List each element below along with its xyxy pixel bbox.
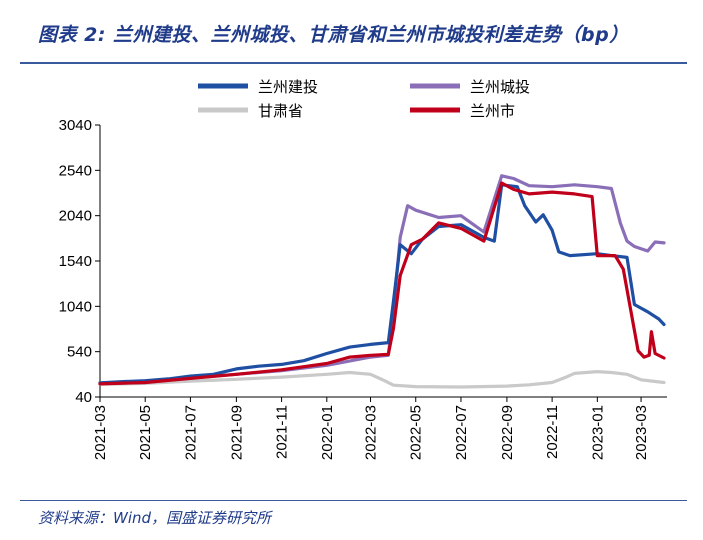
x-tick-label: 2022-07: [453, 405, 470, 460]
x-tick-label: 2022-11: [544, 405, 561, 459]
x-tick-label: 2021-03: [92, 405, 109, 460]
series-line-2: [98, 370, 666, 389]
legend-label: 兰州城投: [470, 78, 530, 96]
title-rule: [20, 62, 687, 64]
y-tick-label: 1040: [59, 298, 92, 315]
y-tick-label: 540: [67, 344, 92, 361]
y-tick-label: 2040: [59, 208, 92, 225]
x-tick-label: 2022-01: [319, 405, 336, 460]
x-tick-label: 2021-11: [274, 405, 291, 459]
y-tick-label: 2540: [59, 162, 92, 179]
source-rule: [20, 500, 687, 501]
x-tick-label: 2022-03: [363, 405, 380, 460]
y-tick-label: 1540: [59, 253, 92, 270]
series-line-1: [98, 174, 666, 385]
x-tick-label: 2021-07: [182, 405, 199, 460]
legend-label: 甘肃省: [258, 102, 303, 120]
legend-label: 兰州市: [470, 102, 515, 120]
x-tick-label: 2022-05: [408, 405, 425, 460]
x-tick-label: 2021-05: [137, 405, 154, 460]
y-tick-label: 40: [75, 389, 92, 406]
legend-label: 兰州建投: [258, 78, 318, 96]
series-line-3: [98, 181, 666, 386]
chart-title: 图表 2: 兰州建投、兰州城投、甘肃省和兰州市城投利差走势（bp）: [38, 24, 629, 46]
x-tick-label: 2021-09: [228, 405, 245, 460]
x-tick-label: 2022-09: [499, 405, 516, 460]
chart-axes: 40 540 1040 1540 2040 2540 3040 2021-03 2021-05 2…: [59, 117, 667, 460]
y-tick-label: 3040: [59, 117, 92, 134]
chart-series: [98, 174, 666, 389]
source-note: 资料来源：Wind，国盛证券研究所: [38, 509, 272, 527]
x-tick-label: 2023-01: [589, 405, 606, 460]
x-tick-label: 2023-03: [633, 405, 650, 460]
